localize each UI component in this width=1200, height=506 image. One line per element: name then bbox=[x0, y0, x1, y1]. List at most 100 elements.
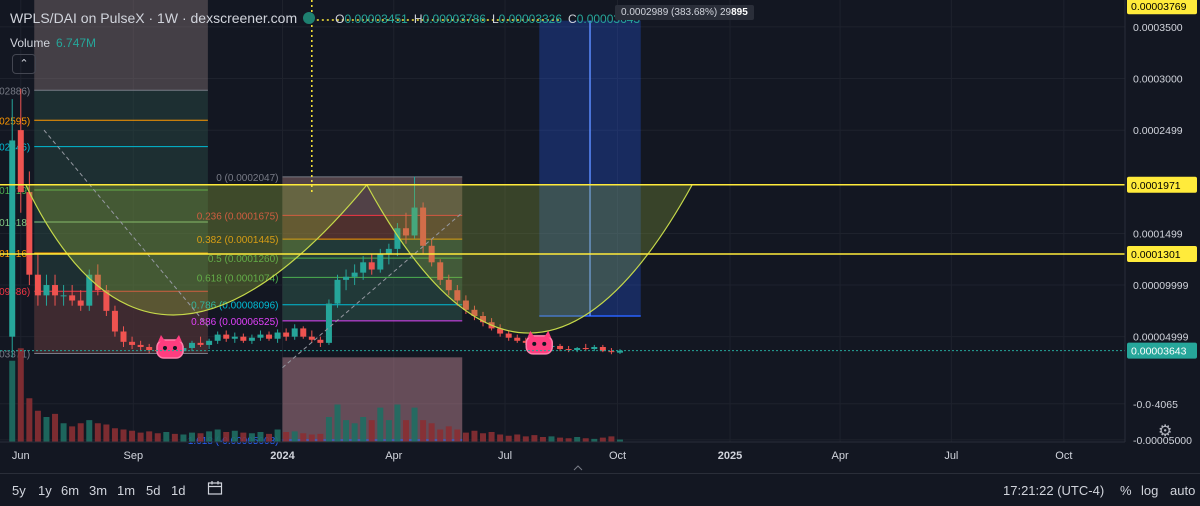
time-tick-label: Jul bbox=[944, 450, 958, 462]
cat-ear-left bbox=[527, 330, 535, 338]
time-axis[interactable]: Jun Sep 2024 Apr Jul Oct 2025 Apr Jul Oct bbox=[0, 441, 1125, 471]
volume-bar bbox=[548, 436, 555, 442]
volume-bar bbox=[420, 420, 427, 442]
candle-body bbox=[257, 334, 264, 338]
volume-bar bbox=[368, 420, 375, 442]
candle-body bbox=[591, 346, 598, 350]
clock-readout[interactable]: 17:21:22 (UTC-4) bbox=[1003, 483, 1105, 498]
volume-bar bbox=[437, 429, 444, 442]
candle-body bbox=[471, 309, 478, 317]
price-tick-label: 0.00009999 bbox=[1133, 280, 1189, 292]
volume-bar bbox=[266, 433, 273, 442]
volume-legend: Volume 6.747M bbox=[10, 36, 96, 50]
volume-bar bbox=[582, 438, 589, 442]
price-tag-label: 0.00003643 bbox=[1131, 346, 1187, 358]
timeframe-6m[interactable]: 6m bbox=[61, 483, 80, 498]
candle-body bbox=[497, 328, 504, 334]
volume-bar bbox=[86, 420, 93, 442]
candle-body bbox=[557, 345, 564, 350]
ohlc-value-l: 0.00003326 bbox=[498, 12, 563, 26]
price-axis[interactable]: 0.0003500 0.0003000 0.0002499 0.0001499 0.00… bbox=[1124, 0, 1200, 473]
ohlc-key-l: L bbox=[491, 12, 499, 26]
volume-bar bbox=[591, 438, 598, 442]
timeframe-5d[interactable]: 5d bbox=[146, 483, 161, 498]
candle-body bbox=[52, 285, 59, 296]
measure-bold: 895 bbox=[731, 7, 748, 18]
candle-body bbox=[454, 290, 461, 301]
price-tick-label: 0.0001499 bbox=[1133, 228, 1183, 240]
cat-ear-right bbox=[544, 330, 552, 338]
candle-body bbox=[608, 351, 615, 353]
volume-bar bbox=[428, 423, 435, 442]
volume-bar bbox=[402, 420, 409, 442]
timeframe-1y[interactable]: 1y bbox=[38, 483, 52, 498]
cup-curve-2 bbox=[366, 184, 693, 334]
volume-bar bbox=[129, 430, 136, 442]
volume-bar bbox=[223, 432, 230, 442]
fib-level-label: 0 (0.0002047) bbox=[216, 173, 278, 184]
candle-body bbox=[505, 333, 512, 338]
price-tag bbox=[1127, 176, 1197, 193]
volume-bar bbox=[248, 433, 255, 442]
candle-body bbox=[129, 341, 136, 345]
cat-eye-left bbox=[162, 346, 167, 351]
fib-level-label: 0.382 (0.0001445) bbox=[197, 235, 279, 246]
candle-body bbox=[360, 262, 367, 273]
candle-body bbox=[77, 300, 84, 306]
volume-bar bbox=[480, 433, 487, 442]
candle-body bbox=[334, 279, 341, 304]
volume-bar bbox=[514, 434, 521, 442]
volume-bar bbox=[574, 437, 581, 442]
candle-body bbox=[343, 276, 350, 280]
candle-body bbox=[308, 336, 315, 340]
measure-readout: 0.0002989 (383.68%) 29895 bbox=[615, 5, 754, 20]
volume-bar bbox=[103, 424, 110, 442]
candle-body bbox=[368, 262, 375, 270]
calendar-icon[interactable] bbox=[207, 480, 223, 496]
timeframe-1d[interactable]: 1d bbox=[171, 483, 186, 498]
horizontal-lines bbox=[0, 184, 1125, 352]
percent-toggle[interactable]: % bbox=[1120, 483, 1132, 498]
candle-body bbox=[69, 295, 76, 301]
price-tag bbox=[1127, 245, 1197, 262]
candle-body bbox=[274, 332, 281, 339]
timeframe-1m[interactable]: 1m bbox=[117, 483, 136, 498]
fib2-zone-top bbox=[282, 176, 463, 216]
fib-level-label: 0.236 (0.0001675) bbox=[197, 211, 279, 222]
volume-bar bbox=[471, 430, 478, 442]
volume-bar bbox=[325, 417, 332, 442]
candle-body bbox=[351, 272, 358, 277]
fib-zone-top bbox=[34, 0, 208, 91]
candle-body bbox=[385, 248, 392, 255]
price-tag-label: 0.00003769 bbox=[1131, 1, 1187, 13]
volume-bar bbox=[26, 398, 33, 442]
volume-bar bbox=[206, 431, 213, 442]
time-tick-label: Jul bbox=[498, 450, 512, 462]
volume-bar bbox=[608, 436, 615, 442]
volume-bar bbox=[462, 432, 469, 442]
ohlc-key-o: O bbox=[335, 12, 345, 26]
gear-icon[interactable]: ⚙ bbox=[1158, 423, 1173, 440]
timeframe-5y[interactable]: 5y bbox=[12, 483, 26, 498]
ohlc-readout: O0.00003451 H0.00003786 L0.00003326 C0.0000… bbox=[329, 12, 640, 26]
ohlc-key-c: C bbox=[568, 12, 577, 26]
ohlc-value-h: 0.00003786 bbox=[422, 12, 486, 26]
volume-bar bbox=[291, 431, 298, 442]
volume-bar bbox=[351, 423, 358, 442]
price-axis-bg bbox=[1125, 0, 1200, 473]
price-chart[interactable]: 1 (0.0002886) 0.886 (0.0002595) 0.786 (0.0… bbox=[0, 0, 1200, 473]
price-tick-label: -0.00005000 bbox=[1133, 435, 1192, 447]
candle-body bbox=[43, 285, 50, 296]
time-tick-label: Apr bbox=[832, 450, 849, 462]
candle-body bbox=[34, 274, 41, 296]
bottom-toolbar: 5y 1y 6m 3m 1m 5d 1d 17:21:22 (UTC-4) % … bbox=[0, 473, 1200, 506]
log-toggle[interactable]: log bbox=[1141, 483, 1159, 498]
overlay-drawings bbox=[25, 0, 693, 369]
candles bbox=[9, 88, 623, 358]
auto-toggle[interactable]: auto bbox=[1170, 483, 1196, 498]
collapse-legend-button[interactable]: ⌃ bbox=[12, 54, 36, 74]
pair-title[interactable]: WPLS/DAI on PulseX · 1W · dexscreener.co… bbox=[10, 10, 298, 26]
timeframe-3m[interactable]: 3m bbox=[89, 483, 108, 498]
volume-bar bbox=[214, 429, 221, 442]
candle-body bbox=[17, 130, 24, 193]
